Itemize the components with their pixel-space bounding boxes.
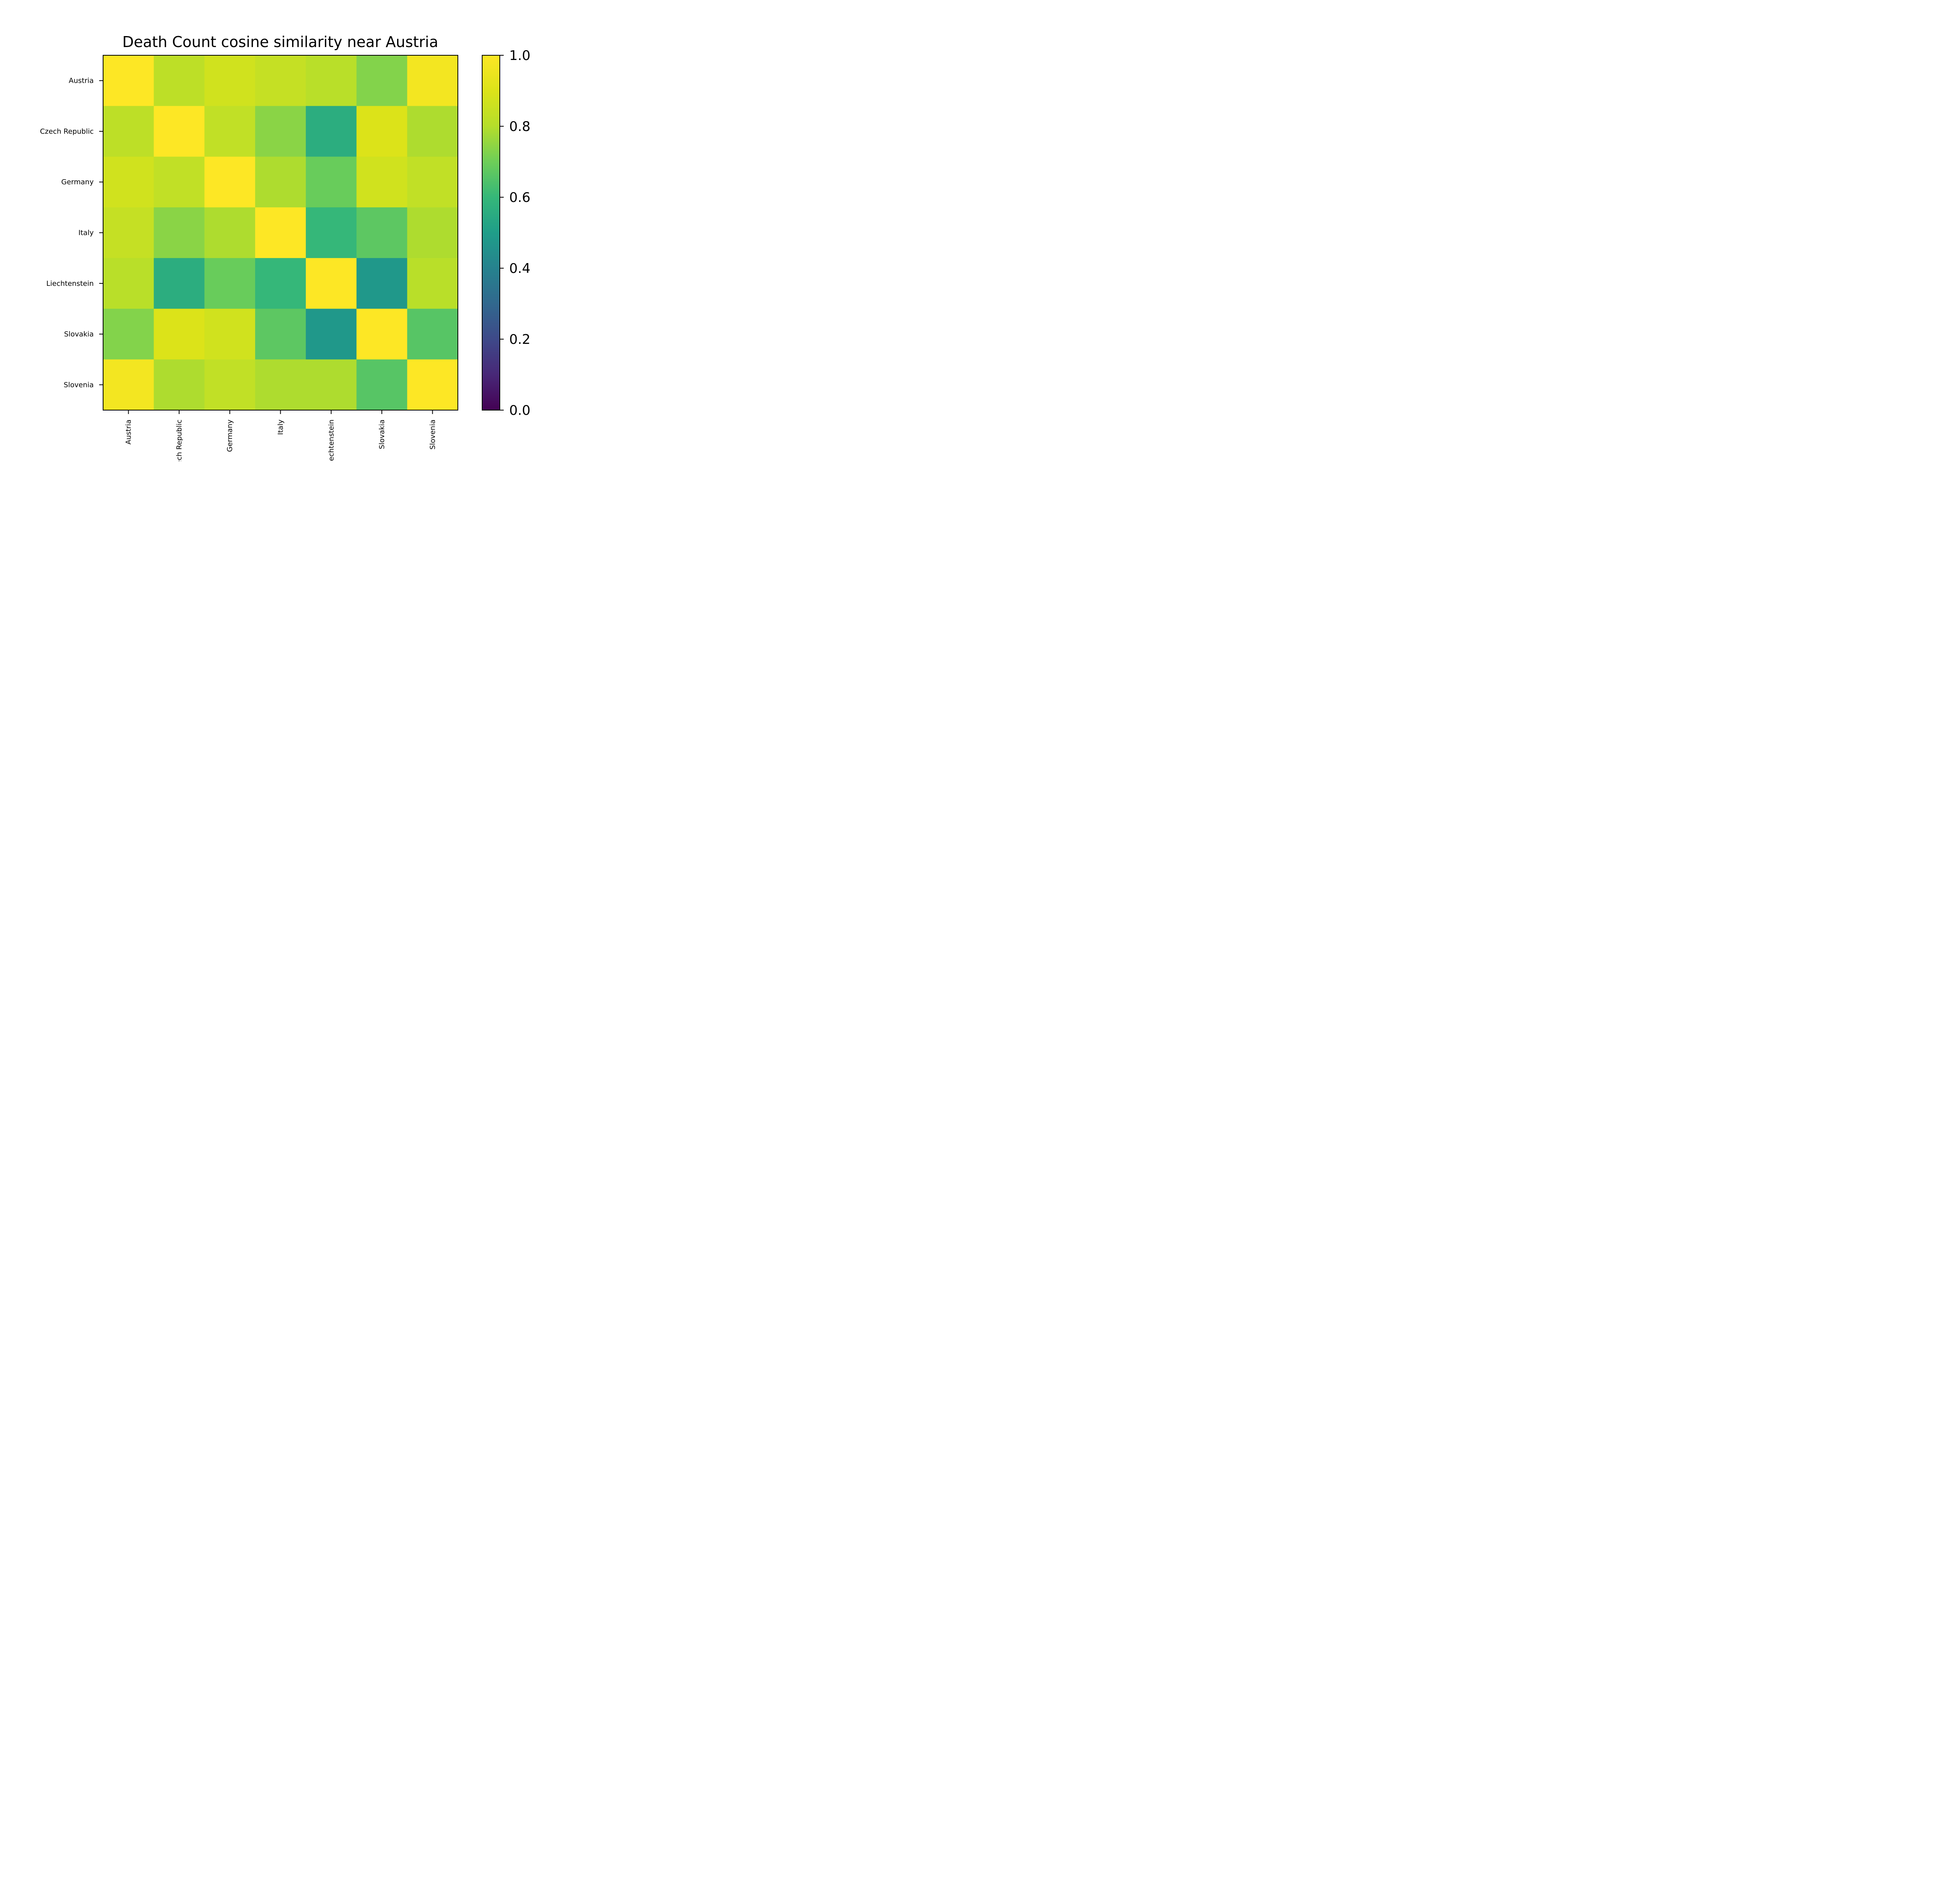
heatmap-cell: [103, 309, 154, 360]
x-tick-label: Slovenia: [428, 420, 437, 450]
heatmap-cell: [154, 359, 205, 411]
heatmap-cell: [356, 359, 408, 411]
heatmap-cells: [103, 55, 458, 411]
colorbar-tick-label: 0.8: [509, 119, 530, 134]
heatmap-cell: [356, 207, 408, 258]
heatmap-cell: [154, 309, 205, 360]
y-tick-label: Italy: [78, 229, 94, 237]
heatmap-cell: [306, 359, 357, 411]
heatmap-cell: [255, 55, 306, 106]
heatmap-cell: [255, 156, 306, 208]
heatmap-cell: [204, 309, 256, 360]
heatmap-cell: [204, 106, 256, 157]
heatmap-cell: [306, 106, 357, 157]
colorbar-ticks: 0.0 0.2 0.4 0.6 0.8 1.0: [500, 48, 530, 418]
heatmap-cell: [154, 207, 205, 258]
heatmap-cell: [356, 55, 408, 106]
x-tick-label: Liechtenstein: [327, 420, 336, 461]
heatmap-cell: [154, 106, 205, 157]
heatmap-cell: [255, 359, 306, 411]
heatmap-cell: [306, 309, 357, 360]
x-tick-label: Germany: [226, 420, 234, 452]
heatmap-cell: [306, 258, 357, 309]
heatmap-cell: [103, 55, 154, 106]
heatmap-cell: [407, 258, 458, 309]
y-tick-label: Slovenia: [64, 381, 94, 389]
heatmap-cell: [407, 55, 458, 106]
colorbar-tick-label: 0.4: [509, 261, 530, 276]
heatmap-cell: [356, 106, 408, 157]
y-tick-label: Germany: [61, 178, 94, 186]
y-tick-label: Liechtenstein: [46, 280, 94, 288]
heatmap-cell: [255, 258, 306, 309]
x-axis-labels: Austria Czech Republic Germany Italy Liechte…: [125, 410, 437, 461]
heatmap-chart: Death Count cosine similarity near Austr…: [40, 33, 530, 461]
heatmap-cell: [204, 258, 256, 309]
heatmap-cell: [103, 156, 154, 208]
heatmap-cell: [407, 207, 458, 258]
heatmap-cell: [407, 359, 458, 411]
y-axis-labels: Austria Czech Republic Germany Italy Liechte…: [40, 77, 103, 389]
heatmap-cell: [306, 156, 357, 208]
heatmap-cell: [407, 309, 458, 360]
y-tick-label: Slovakia: [64, 330, 94, 338]
heatmap-cell: [356, 309, 408, 360]
x-tick-label: Slovakia: [378, 420, 386, 449]
heatmap-cell: [103, 207, 154, 258]
heatmap-cell: [204, 207, 256, 258]
heatmap-cell: [154, 55, 205, 106]
heatmap-cell: [103, 359, 154, 411]
x-tick-label: Austria: [125, 420, 133, 445]
x-tick-label: Italy: [277, 420, 285, 435]
heatmap-cell: [306, 207, 357, 258]
heatmap-cell: [103, 106, 154, 157]
colorbar-tick-label: 0.0: [509, 403, 530, 418]
heatmap-cell: [407, 106, 458, 157]
heatmap-cell: [204, 55, 256, 106]
heatmap-cell: [356, 258, 408, 309]
x-tick-label: Czech Republic: [175, 420, 183, 461]
heatmap-cell: [204, 156, 256, 208]
colorbar-tick-label: 1.0: [509, 48, 530, 64]
colorbar: [482, 55, 500, 411]
heatmap-cell: [154, 258, 205, 309]
colorbar-tick-label: 0.6: [509, 190, 530, 205]
y-tick-label: Czech Republic: [40, 127, 94, 136]
heatmap-cell: [255, 106, 306, 157]
heatmap-cell: [103, 258, 154, 309]
heatmap-cell: [255, 207, 306, 258]
heatmap-cell: [204, 359, 256, 411]
heatmap-cell: [154, 156, 205, 208]
chart-title: Death Count cosine similarity near Austr…: [122, 33, 438, 51]
heatmap-cell: [306, 55, 357, 106]
heatmap-cell: [255, 309, 306, 360]
colorbar-tick-label: 0.2: [509, 332, 530, 347]
y-tick-label: Austria: [69, 77, 94, 85]
heatmap-cell: [407, 156, 458, 208]
heatmap-cell: [356, 156, 408, 208]
